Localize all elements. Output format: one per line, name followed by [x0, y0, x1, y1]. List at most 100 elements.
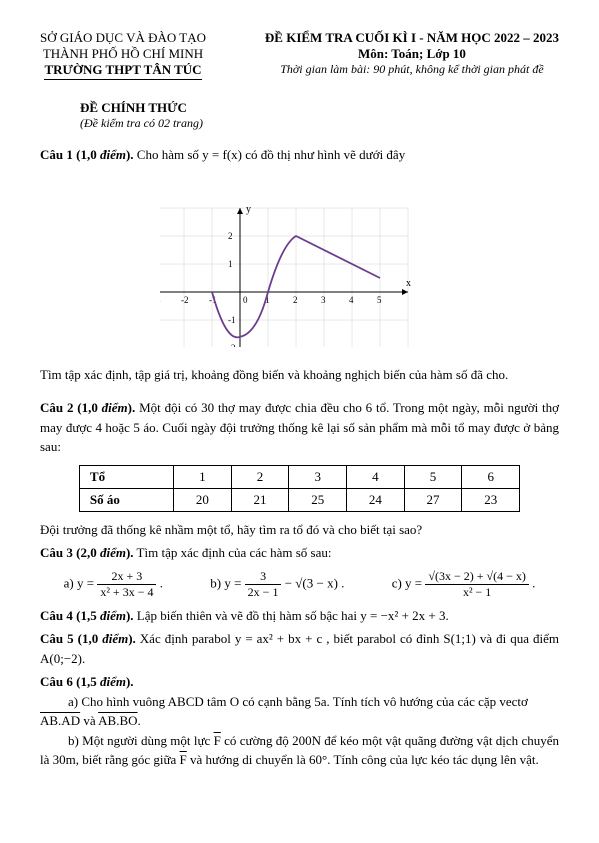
page-header: SỞ GIÁO DỤC VÀ ĐÀO TẠO THÀNH PHỐ HỒ CHÍ … — [40, 30, 559, 80]
q4-label-end: ). — [126, 608, 134, 623]
table-cell: 27 — [404, 488, 462, 511]
q3b-pre: b) y = — [210, 575, 244, 590]
svg-text:-3: -3 — [160, 295, 161, 305]
q6-part-b: b) Một người dùng một lực F có cường độ … — [40, 731, 559, 770]
q3a-den: x² + 3x − 4 — [97, 585, 156, 600]
q1-label: Câu 1 (1,0 — [40, 147, 100, 162]
q4-text: Lập biến thiên và vẽ đồ thị hàm số bậc h… — [134, 608, 449, 623]
q3-item-b: b) y = 32x − 1 − √(3 − x) . — [202, 569, 352, 600]
q3a-num: 2x + 3 — [97, 569, 156, 585]
q5-label: Câu 5 (1,0 — [40, 631, 102, 646]
q6-vectors: AB.AD và AB.BO. — [40, 711, 559, 731]
svg-text:2: 2 — [228, 231, 233, 241]
q3-item-a: a) y = 2x + 3x² + 3x − 4 . — [56, 569, 171, 600]
svg-text:x: x — [406, 278, 411, 289]
dept-line: SỞ GIÁO DỤC VÀ ĐÀO TẠO — [40, 30, 206, 46]
subject-line: Môn: Toán; Lớp 10 — [265, 46, 559, 62]
school-line: TRƯỜNG THPT TÂN TÚC — [44, 62, 201, 80]
table-cell: 21 — [231, 488, 289, 511]
q6b-f: F — [214, 733, 221, 748]
table-cell: 4 — [347, 465, 405, 488]
table-header-label: Tổ — [79, 465, 173, 488]
table-row-header: Tổ 1 2 3 4 5 6 — [79, 465, 519, 488]
svg-text:y: y — [246, 204, 251, 215]
q6a-text: a) Cho hình vuông ABCD tâm O có cạnh bằn… — [68, 694, 528, 709]
header-right: ĐỀ KIỂM TRA CUỐI KÌ I - NĂM HỌC 2022 – 2… — [265, 30, 559, 80]
time-line: Thời gian làm bài: 90 phút, không kể thờ… — [265, 62, 559, 77]
q6-label-end: ). — [126, 674, 134, 689]
q3c-post: . — [529, 575, 536, 590]
q3b-mid: − √(3 − x) . — [281, 575, 344, 590]
svg-text:5: 5 — [377, 295, 382, 305]
svg-text:2: 2 — [293, 295, 298, 305]
q6-vec1: AB.AD — [40, 713, 80, 728]
exam-title: ĐỀ KIỂM TRA CUỐI KÌ I - NĂM HỌC 2022 – 2… — [265, 30, 559, 46]
svg-text:3: 3 — [321, 295, 326, 305]
q5-label-em: điểm — [102, 631, 128, 646]
table-cell: 2 — [231, 465, 289, 488]
q6b-text1: b) Một người dùng một lực — [68, 733, 214, 748]
q2-label-em: điểm — [102, 400, 128, 415]
q6-label: Câu 6 (1,5 — [40, 674, 100, 689]
q6-part-a: a) Cho hình vuông ABCD tâm O có cạnh bằn… — [40, 692, 559, 712]
svg-text:1: 1 — [228, 259, 233, 269]
table-row-values: Số áo 20 21 25 24 27 23 — [79, 488, 519, 511]
q3c-num: √(3x − 2) + √(4 − x) — [425, 569, 528, 585]
q3a-post: . — [156, 575, 163, 590]
svg-text:-2: -2 — [228, 343, 236, 347]
q6-mid: và — [80, 713, 98, 728]
q4-label: Câu 4 (1,5 — [40, 608, 100, 623]
table-cell: 20 — [174, 488, 232, 511]
q3-text: Tìm tập xác định của các hàm số sau: — [134, 545, 332, 560]
q3-item-c: c) y = √(3x − 2) + √(4 − x)x² − 1 . — [384, 569, 544, 600]
q4-label-em: điểm — [100, 608, 126, 623]
q6b-end: và hướng di chuyển là 60°. Tính công của… — [187, 752, 539, 767]
question-4: Câu 4 (1,5 điểm). Lập biến thiên và vẽ đ… — [40, 606, 559, 626]
data-table: Tổ 1 2 3 4 5 6 Số áo 20 21 25 24 27 23 — [79, 465, 520, 512]
q3c-pre: c) y = — [392, 575, 426, 590]
svg-text:-2: -2 — [181, 295, 189, 305]
q1-label-end: ). — [126, 147, 134, 162]
q6-label-em: điểm — [100, 674, 126, 689]
question-3: Câu 3 (2,0 điểm). Tìm tập xác định của c… — [40, 543, 559, 563]
q3b-den: 2x − 1 — [245, 585, 282, 600]
table-cell: 23 — [462, 488, 520, 511]
table-cell: 1 — [174, 465, 232, 488]
q6b-f2: F — [180, 752, 187, 767]
q2-label: Câu 2 (1,0 — [40, 400, 102, 415]
q6-end: . — [138, 713, 141, 728]
table-row-label: Số áo — [79, 488, 173, 511]
q6-vec2: AB.BO — [98, 713, 137, 728]
q2-conclusion: Đội trưởng đã thống kê nhầm một tổ, hãy … — [40, 520, 559, 540]
official-block: ĐỀ CHÍNH THỨC (Đề kiểm tra có 02 trang) — [80, 100, 559, 131]
question-6: Câu 6 (1,5 điểm). a) Cho hình vuông ABCD… — [40, 672, 559, 770]
svg-text:-1: -1 — [228, 315, 236, 325]
header-left: SỞ GIÁO DỤC VÀ ĐÀO TẠO THÀNH PHỐ HỒ CHÍ … — [40, 30, 206, 80]
q1-label-em: điểm — [100, 147, 126, 162]
question-1: Câu 1 (1,0 điểm). Cho hàm số y = f(x) có… — [40, 145, 559, 165]
city-line: THÀNH PHỐ HỒ CHÍ MINH — [40, 46, 206, 62]
q1-text: Cho hàm số y = f(x) có đồ thị như hình v… — [134, 147, 406, 162]
table-cell: 5 — [404, 465, 462, 488]
q5-label-end: ). — [128, 631, 136, 646]
q3c-den: x² − 1 — [425, 585, 528, 600]
q3-label-em: điểm — [100, 545, 126, 560]
graph-container: xy-3-2-112345-2-1120 — [40, 177, 559, 351]
svg-text:0: 0 — [243, 295, 248, 305]
table-cell: 24 — [347, 488, 405, 511]
q3b-num: 3 — [245, 569, 282, 585]
table-cell: 3 — [289, 465, 347, 488]
official-title: ĐỀ CHÍNH THỨC — [80, 100, 559, 116]
question-2: Câu 2 (1,0 điểm). Một đội có 30 thợ may … — [40, 398, 559, 457]
table-cell: 25 — [289, 488, 347, 511]
official-pages: (Đề kiểm tra có 02 trang) — [80, 116, 559, 131]
q3-label: Câu 3 (2,0 — [40, 545, 100, 560]
q3-label-end: ). — [126, 545, 134, 560]
question-5: Câu 5 (1,0 điểm). Xác định parabol y = a… — [40, 629, 559, 668]
table-cell: 6 — [462, 465, 520, 488]
q1-conclusion: Tìm tập xác định, tập giá trị, khoảng đồ… — [40, 365, 559, 385]
q3-items: a) y = 2x + 3x² + 3x − 4 . b) y = 32x − … — [40, 569, 559, 600]
function-graph: xy-3-2-112345-2-1120 — [160, 177, 440, 347]
svg-text:4: 4 — [349, 295, 354, 305]
q3a-pre: a) y = — [64, 575, 98, 590]
